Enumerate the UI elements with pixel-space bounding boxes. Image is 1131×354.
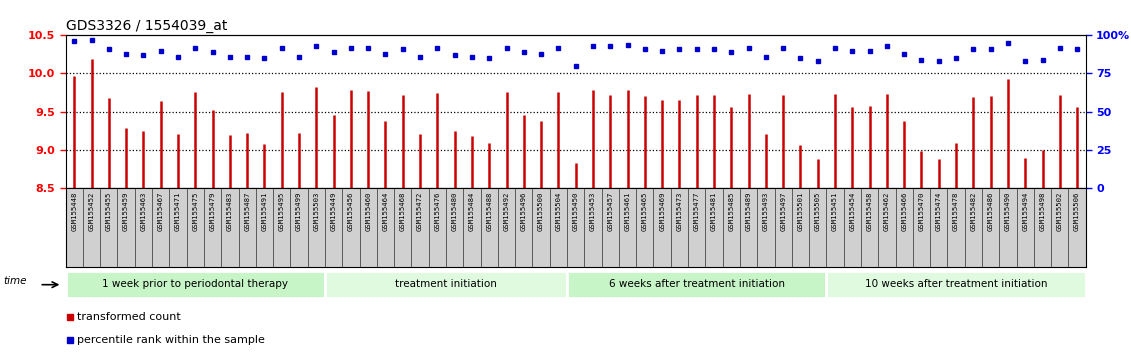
Text: GSM155477: GSM155477 xyxy=(693,192,700,231)
Text: GSM155495: GSM155495 xyxy=(278,192,285,231)
Text: GSM155455: GSM155455 xyxy=(106,192,112,231)
Text: GSM155456: GSM155456 xyxy=(348,192,354,231)
Text: GSM155489: GSM155489 xyxy=(745,192,752,231)
Text: GSM155450: GSM155450 xyxy=(572,192,579,231)
Text: GDS3326 / 1554039_at: GDS3326 / 1554039_at xyxy=(66,19,227,33)
Text: GSM155461: GSM155461 xyxy=(624,192,631,231)
Text: GSM155500: GSM155500 xyxy=(538,192,544,231)
Text: GSM155462: GSM155462 xyxy=(884,192,890,231)
Text: GSM155499: GSM155499 xyxy=(296,192,302,231)
FancyBboxPatch shape xyxy=(567,270,827,298)
Text: GSM155465: GSM155465 xyxy=(642,192,648,231)
FancyBboxPatch shape xyxy=(325,270,567,298)
Text: GSM155496: GSM155496 xyxy=(520,192,527,231)
FancyBboxPatch shape xyxy=(827,270,1086,298)
Text: GSM155488: GSM155488 xyxy=(486,192,492,231)
Text: GSM155464: GSM155464 xyxy=(382,192,388,231)
Text: GSM155494: GSM155494 xyxy=(1022,192,1028,231)
Text: GSM155448: GSM155448 xyxy=(71,192,77,231)
Text: GSM155483: GSM155483 xyxy=(227,192,233,231)
Text: GSM155480: GSM155480 xyxy=(451,192,458,231)
Text: GSM155485: GSM155485 xyxy=(728,192,734,231)
Text: GSM155490: GSM155490 xyxy=(1005,192,1011,231)
Text: GSM155452: GSM155452 xyxy=(88,192,95,231)
Text: GSM155467: GSM155467 xyxy=(157,192,164,231)
Text: GSM155498: GSM155498 xyxy=(1039,192,1045,231)
Text: GSM155453: GSM155453 xyxy=(590,192,596,231)
Text: GSM155460: GSM155460 xyxy=(365,192,371,231)
Text: time: time xyxy=(3,276,27,286)
Text: treatment initiation: treatment initiation xyxy=(395,279,497,289)
Text: GSM155502: GSM155502 xyxy=(1056,192,1063,231)
Text: GSM155491: GSM155491 xyxy=(261,192,267,231)
Text: GSM155479: GSM155479 xyxy=(209,192,216,231)
Text: transformed count: transformed count xyxy=(77,312,181,322)
Text: GSM155476: GSM155476 xyxy=(434,192,440,231)
Text: GSM155458: GSM155458 xyxy=(866,192,873,231)
Text: percentile rank within the sample: percentile rank within the sample xyxy=(77,335,266,346)
Text: GSM155471: GSM155471 xyxy=(175,192,181,231)
FancyBboxPatch shape xyxy=(66,270,325,298)
Text: GSM155482: GSM155482 xyxy=(970,192,976,231)
Text: GSM155506: GSM155506 xyxy=(1074,192,1080,231)
Text: GSM155470: GSM155470 xyxy=(918,192,924,231)
Text: GSM155459: GSM155459 xyxy=(123,192,129,231)
Text: GSM155481: GSM155481 xyxy=(711,192,717,231)
Text: 6 weeks after treatment initiation: 6 weeks after treatment initiation xyxy=(608,279,785,289)
Text: GSM155454: GSM155454 xyxy=(849,192,855,231)
Text: GSM155474: GSM155474 xyxy=(935,192,942,231)
Text: GSM155505: GSM155505 xyxy=(814,192,821,231)
Text: GSM155475: GSM155475 xyxy=(192,192,198,231)
Text: GSM155487: GSM155487 xyxy=(244,192,250,231)
Text: 1 week prior to periodontal therapy: 1 week prior to periodontal therapy xyxy=(102,279,288,289)
Text: GSM155484: GSM155484 xyxy=(469,192,475,231)
Text: GSM155473: GSM155473 xyxy=(676,192,682,231)
Text: GSM155501: GSM155501 xyxy=(797,192,803,231)
Text: GSM155451: GSM155451 xyxy=(832,192,838,231)
Text: GSM155478: GSM155478 xyxy=(953,192,959,231)
Text: GSM155497: GSM155497 xyxy=(780,192,786,231)
Text: GSM155504: GSM155504 xyxy=(555,192,561,231)
Text: GSM155469: GSM155469 xyxy=(659,192,665,231)
Text: GSM155492: GSM155492 xyxy=(503,192,509,231)
Text: GSM155486: GSM155486 xyxy=(987,192,994,231)
Text: GSM155503: GSM155503 xyxy=(313,192,319,231)
Text: GSM155463: GSM155463 xyxy=(140,192,146,231)
Text: GSM155468: GSM155468 xyxy=(399,192,406,231)
Text: GSM155449: GSM155449 xyxy=(330,192,337,231)
Text: GSM155466: GSM155466 xyxy=(901,192,907,231)
Text: GSM155457: GSM155457 xyxy=(607,192,613,231)
Text: GSM155493: GSM155493 xyxy=(763,192,769,231)
Text: 10 weeks after treatment initiation: 10 weeks after treatment initiation xyxy=(865,279,1047,289)
Text: GSM155472: GSM155472 xyxy=(417,192,423,231)
